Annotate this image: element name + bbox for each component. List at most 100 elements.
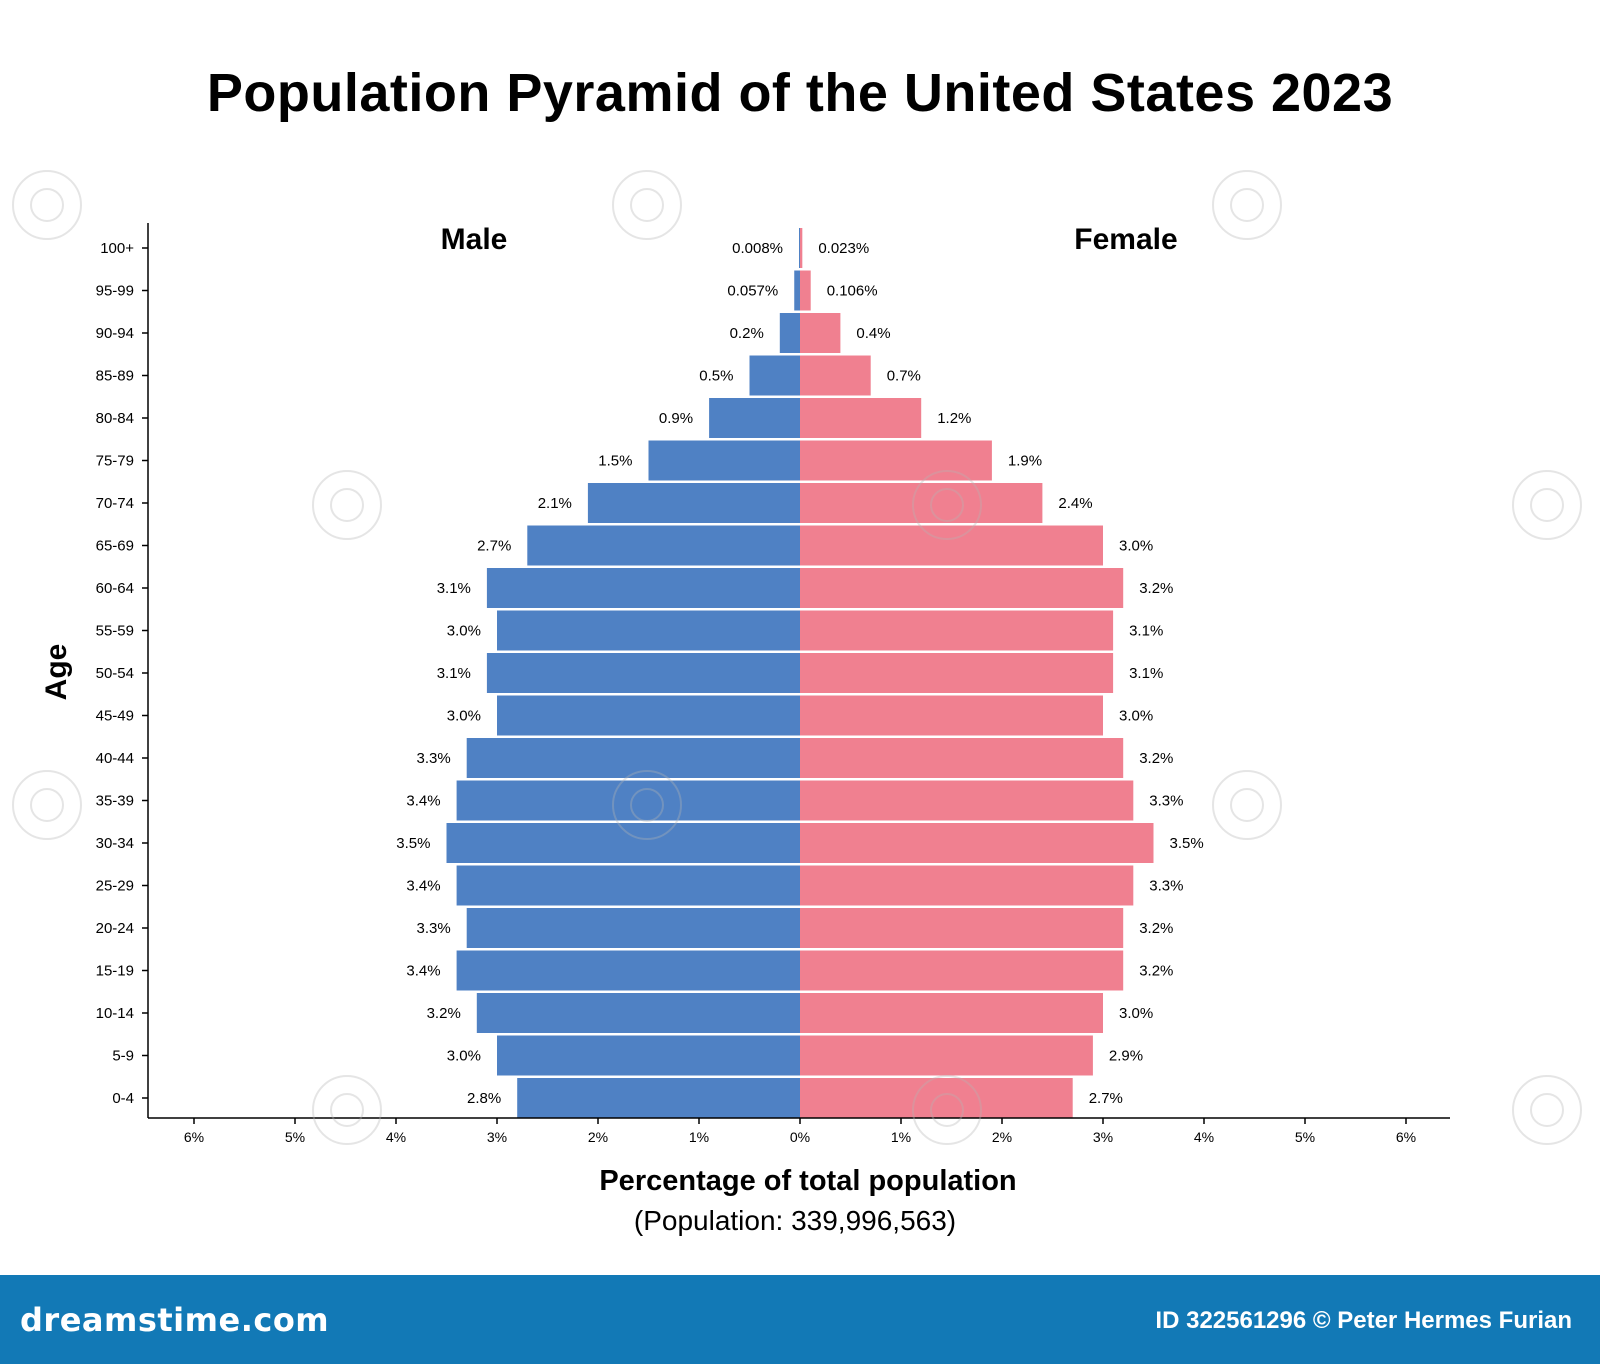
female-value-label: 3.1%	[1129, 665, 1163, 682]
female-bar	[800, 950, 1124, 991]
y-tick-label: 40-44	[96, 750, 134, 767]
female-value-label: 0.7%	[887, 368, 921, 385]
female-bar	[800, 823, 1154, 863]
male-bar	[456, 950, 800, 991]
male-bar	[466, 908, 800, 948]
x-axis-subtitle: (Population: 339,996,563)	[634, 1205, 956, 1236]
x-tick-label: 6%	[184, 1129, 204, 1145]
y-tick-label: 55-59	[96, 623, 134, 640]
footer-bar: dreamstime.com ID 322561296 © Peter Herm…	[0, 1275, 1600, 1364]
male-value-label: 3.4%	[406, 963, 440, 980]
male-bar	[476, 993, 800, 1033]
male-bar	[527, 525, 800, 566]
x-tick-label: 3%	[487, 1129, 507, 1145]
x-tick-label: 4%	[1194, 1129, 1214, 1145]
y-axis-title: Age	[40, 644, 73, 701]
female-value-label: 3.0%	[1119, 1005, 1153, 1022]
watermark-swirl-icon	[612, 770, 682, 840]
female-bar	[800, 568, 1124, 608]
x-tick-label: 5%	[285, 1129, 305, 1145]
male-value-label: 3.3%	[416, 920, 450, 937]
female-bar	[800, 355, 871, 396]
watermark-swirl-icon	[1212, 170, 1282, 240]
female-value-label: 1.2%	[937, 410, 971, 427]
female-bar	[800, 270, 811, 311]
footer-logo[interactable]: dreamstime.com	[20, 1301, 330, 1339]
x-tick-label: 6%	[1396, 1129, 1416, 1145]
y-tick-label: 20-24	[96, 920, 134, 937]
y-tick-label: 70-74	[96, 495, 134, 512]
male-value-label: 0.057%	[727, 283, 778, 300]
male-bar	[497, 695, 800, 736]
watermark-swirl-icon	[312, 1075, 382, 1145]
x-tick-label: 3%	[1093, 1129, 1113, 1145]
male-value-label: 0.5%	[699, 368, 733, 385]
y-tick-label: 50-54	[96, 665, 134, 682]
y-tick-label: 25-29	[96, 878, 134, 895]
watermark-swirl-icon	[1212, 770, 1282, 840]
male-value-label: 0.008%	[732, 240, 783, 257]
male-bar	[587, 483, 800, 523]
female-bar	[800, 653, 1114, 693]
male-value-label: 2.7%	[477, 538, 511, 555]
male-value-label: 3.3%	[416, 750, 450, 767]
y-tick-label: 5-9	[112, 1048, 134, 1065]
male-bar	[794, 270, 800, 311]
x-tick-label: 2%	[588, 1129, 608, 1145]
male-value-label: 2.8%	[467, 1090, 501, 1107]
female-value-label: 2.9%	[1109, 1048, 1143, 1065]
female-bar	[800, 313, 841, 353]
x-tick-label: 0%	[790, 1129, 810, 1145]
watermark-swirl-icon	[1512, 470, 1582, 540]
female-bar	[800, 695, 1103, 736]
female-value-label: 3.3%	[1149, 793, 1183, 810]
female-bar	[800, 398, 922, 438]
y-tick-label: 30-34	[96, 835, 134, 852]
watermark-swirl-icon	[1512, 1075, 1582, 1145]
watermark-swirl-icon	[12, 770, 82, 840]
y-tick-label: 35-39	[96, 793, 134, 810]
y-tick-label: 75-79	[96, 453, 134, 470]
female-bar	[800, 1035, 1093, 1076]
female-value-label: 2.4%	[1058, 495, 1092, 512]
male-value-label: 2.1%	[538, 495, 572, 512]
male-value-label: 3.4%	[406, 878, 440, 895]
male-value-label: 0.2%	[730, 325, 764, 342]
male-bar	[749, 355, 800, 396]
watermark-swirl-icon	[912, 1075, 982, 1145]
male-bar	[709, 398, 800, 438]
male-value-label: 0.9%	[659, 410, 693, 427]
y-tick-label: 80-84	[96, 410, 134, 427]
female-value-label: 2.7%	[1089, 1090, 1123, 1107]
male-bar	[456, 865, 800, 906]
male-bar	[466, 738, 800, 778]
y-tick-label: 0-4	[112, 1090, 134, 1107]
footer-credit: ID 322561296 © Peter Hermes Furian	[1155, 1307, 1572, 1334]
watermark-swirl-icon	[12, 170, 82, 240]
y-tick-label: 100+	[100, 240, 134, 257]
male-bar	[486, 568, 800, 608]
population-pyramid-chart: 0.008% 0.023% 100+ 0.057% 0.106% 95-99 0.2% 0.4…	[40, 223, 1450, 1236]
y-tick-label: 85-89	[96, 368, 134, 385]
female-bar	[800, 865, 1134, 906]
chart-title: Population Pyramid of the United States …	[206, 63, 1394, 123]
male-bar	[497, 1035, 800, 1076]
x-tick-label: 5%	[1295, 1129, 1315, 1145]
female-value-label: 0.4%	[856, 325, 890, 342]
x-tick-label: 1%	[891, 1129, 911, 1145]
y-tick-label: 60-64	[96, 580, 134, 597]
female-value-label: 3.0%	[1119, 538, 1153, 555]
y-tick-label: 15-19	[96, 963, 134, 980]
female-value-label: 3.3%	[1149, 878, 1183, 895]
male-bar	[799, 228, 800, 268]
male-bar	[648, 440, 800, 481]
female-value-label: 3.1%	[1129, 623, 1163, 640]
female-bar	[800, 993, 1103, 1033]
female-bar	[800, 908, 1124, 948]
female-series-label: Female	[1074, 223, 1177, 256]
x-tick-label: 2%	[992, 1129, 1012, 1145]
x-axis-title: Percentage of total population	[599, 1165, 1016, 1197]
y-tick-label: 45-49	[96, 708, 134, 725]
watermark-swirl-icon	[312, 470, 382, 540]
x-tick-label: 1%	[689, 1129, 709, 1145]
